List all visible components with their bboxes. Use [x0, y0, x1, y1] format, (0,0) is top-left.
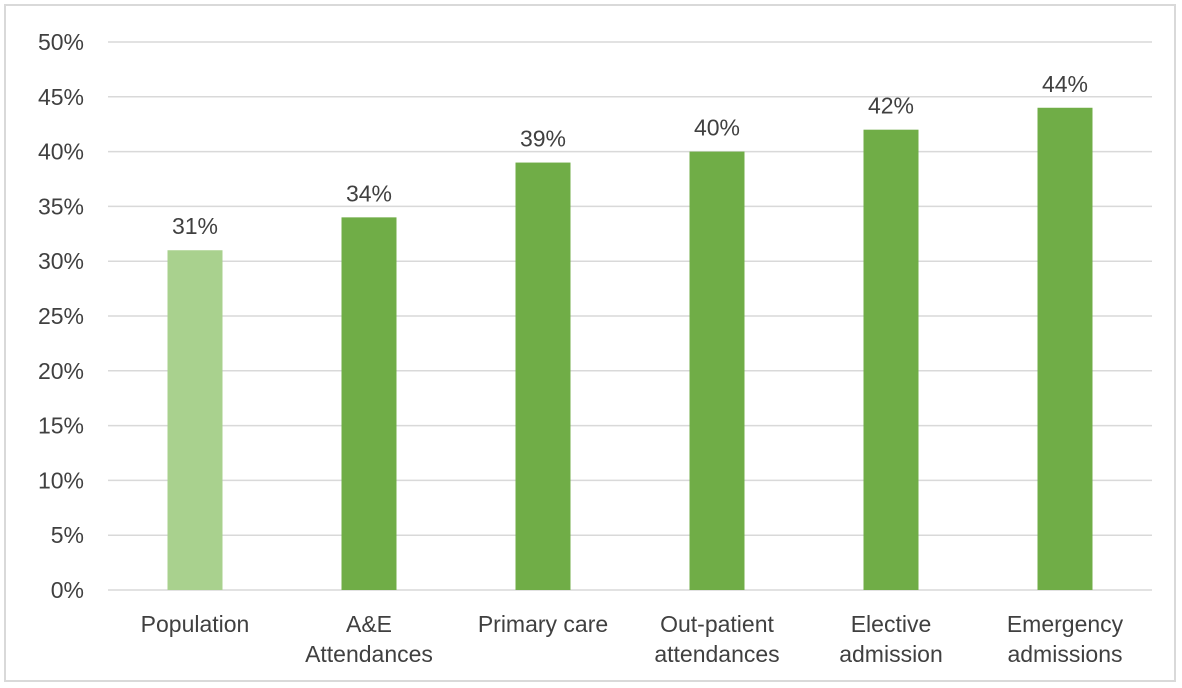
bar: [515, 162, 571, 590]
x-tick-label: admission: [839, 641, 943, 667]
x-tick-label: attendances: [654, 641, 779, 667]
x-tick-label: Attendances: [305, 641, 433, 667]
data-label: 34%: [346, 180, 392, 206]
y-tick-label: 15%: [38, 413, 84, 439]
data-label: 44%: [1042, 71, 1088, 97]
x-tick-label: Out-patient: [660, 611, 774, 637]
x-tick-label: Emergency: [1007, 611, 1124, 637]
bar: [689, 151, 745, 590]
bar: [1037, 107, 1093, 590]
bar: [167, 250, 223, 591]
y-tick-label: 10%: [38, 467, 84, 493]
y-tick-label: 5%: [51, 522, 84, 548]
bar: [863, 129, 919, 590]
y-tick-label: 20%: [38, 358, 84, 384]
x-tick-label: Elective: [851, 611, 932, 637]
data-label: 31%: [172, 213, 218, 239]
y-tick-label: 0%: [51, 577, 84, 603]
y-tick-label: 25%: [38, 303, 84, 329]
data-label: 40%: [694, 115, 740, 141]
y-tick-label: 45%: [38, 84, 84, 110]
data-label: 42%: [868, 93, 914, 119]
y-tick-label: 40%: [38, 139, 84, 165]
x-tick-label: A&E: [346, 611, 392, 637]
x-tick-label: admissions: [1007, 641, 1122, 667]
data-label: 39%: [520, 126, 566, 152]
x-tick-label: Population: [141, 611, 250, 637]
y-tick-label: 50%: [38, 29, 84, 55]
y-tick-label: 30%: [38, 248, 84, 274]
x-tick-label: Primary care: [478, 611, 608, 637]
bar: [341, 217, 397, 591]
y-tick-label: 35%: [38, 193, 84, 219]
